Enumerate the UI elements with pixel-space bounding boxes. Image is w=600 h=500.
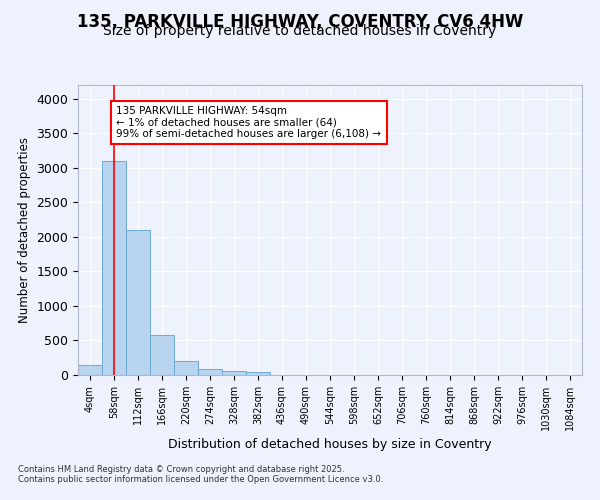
Bar bbox=[174, 361, 198, 375]
Bar bbox=[222, 371, 246, 375]
Bar bbox=[246, 372, 270, 375]
Text: 135, PARKVILLE HIGHWAY, COVENTRY, CV6 4HW: 135, PARKVILLE HIGHWAY, COVENTRY, CV6 4H… bbox=[77, 12, 523, 30]
Y-axis label: Number of detached properties: Number of detached properties bbox=[18, 137, 31, 323]
X-axis label: Distribution of detached houses by size in Coventry: Distribution of detached houses by size … bbox=[168, 438, 492, 452]
Text: Contains HM Land Registry data © Crown copyright and database right 2025.: Contains HM Land Registry data © Crown c… bbox=[18, 465, 344, 474]
Bar bbox=[198, 370, 222, 375]
Text: 135 PARKVILLE HIGHWAY: 54sqm
← 1% of detached houses are smaller (64)
99% of sem: 135 PARKVILLE HIGHWAY: 54sqm ← 1% of det… bbox=[116, 106, 382, 139]
Bar bbox=[102, 161, 126, 375]
Bar bbox=[126, 230, 150, 375]
Text: Contains public sector information licensed under the Open Government Licence v3: Contains public sector information licen… bbox=[18, 475, 383, 484]
Text: Size of property relative to detached houses in Coventry: Size of property relative to detached ho… bbox=[103, 24, 497, 38]
Bar bbox=[150, 335, 174, 375]
Bar bbox=[78, 364, 102, 375]
